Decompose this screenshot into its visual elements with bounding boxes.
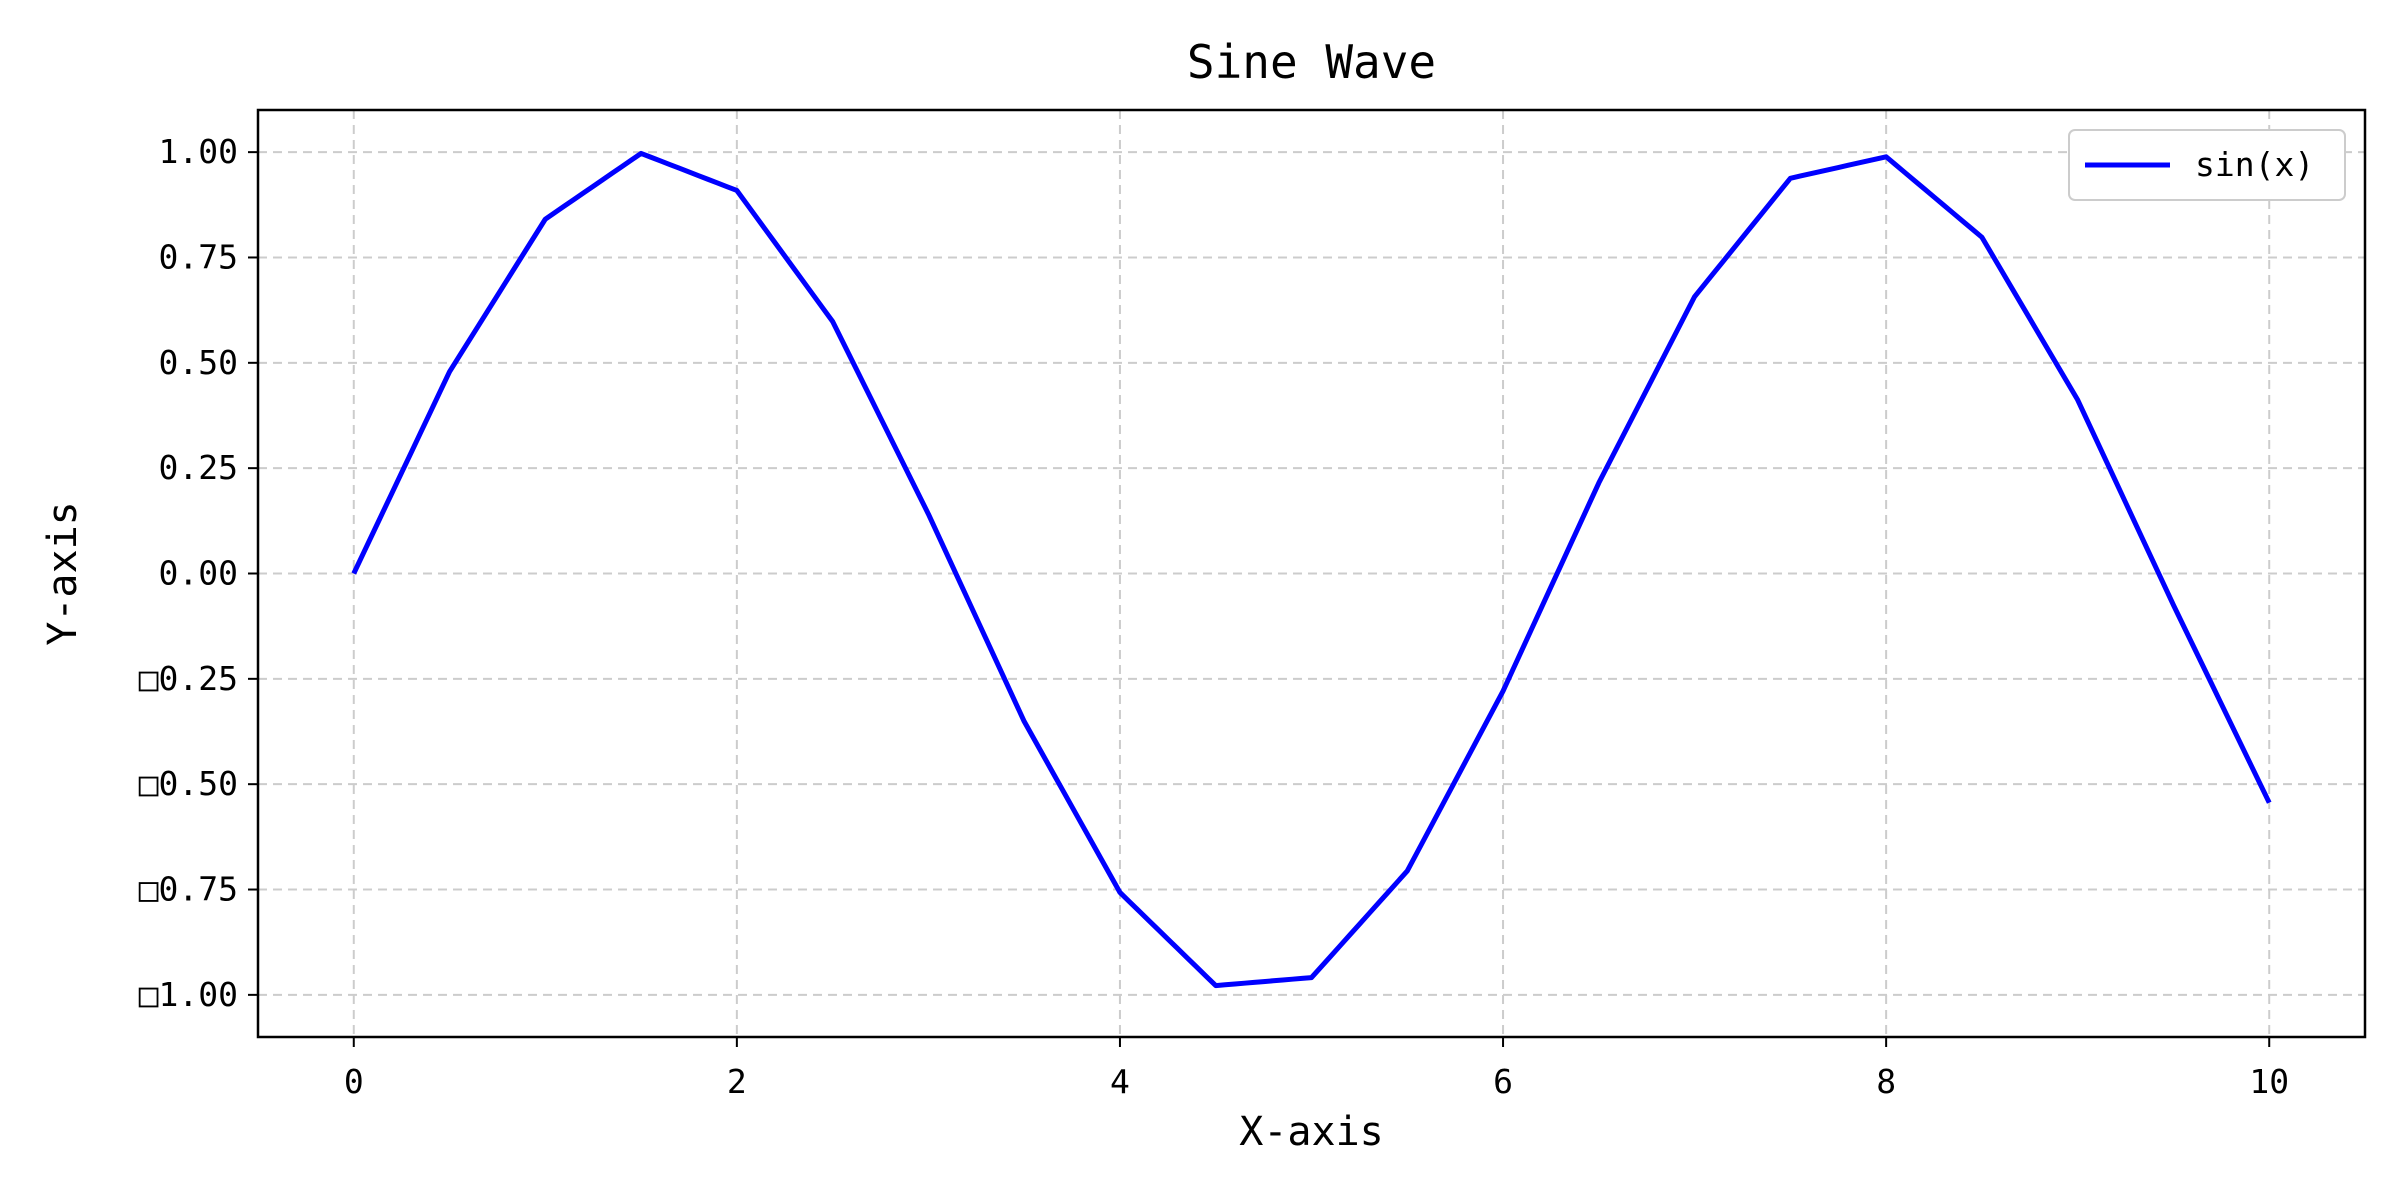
series-layer [351, 150, 2272, 989]
y-axis: 1.00 0.75 0.50 0.25 0.00 □0.25 □0.50 □0.75 □1.00 [139, 132, 258, 1014]
chart-title: Sine Wave [1187, 35, 1436, 89]
x-tick-label: 2 [727, 1062, 747, 1101]
y-tick-label: 1.00 [159, 132, 238, 171]
legend-box [2068, 129, 2346, 201]
x-axis: 0 2 4 6 8 10 [344, 1037, 2289, 1101]
x-tick-label: 6 [1493, 1062, 1513, 1101]
x-tick-label: 4 [1110, 1062, 1130, 1101]
grid [258, 110, 2365, 1037]
y-axis-title: Y-axis [40, 501, 86, 646]
y-tick-label: □0.25 [139, 659, 238, 698]
y-tick-label: □0.50 [139, 764, 238, 803]
y-tick-label: 0.75 [159, 237, 238, 276]
series-line-sin-x [351, 150, 2272, 989]
x-axis-title: X-axis [1239, 1109, 1384, 1155]
x-tick-label: 8 [1876, 1062, 1896, 1101]
y-tick-label: 0.00 [159, 554, 238, 593]
legend: sin(x) [2068, 129, 2346, 201]
y-tick-label: □0.75 [139, 870, 238, 909]
x-tick-label: 10 [2249, 1062, 2289, 1101]
y-tick-label: □1.00 [139, 975, 238, 1014]
x-tick-label: 0 [344, 1062, 364, 1101]
y-tick-label: 0.50 [159, 343, 238, 382]
y-tick-label: 0.25 [159, 448, 238, 487]
legend-label: sin(x) [2195, 145, 2314, 184]
